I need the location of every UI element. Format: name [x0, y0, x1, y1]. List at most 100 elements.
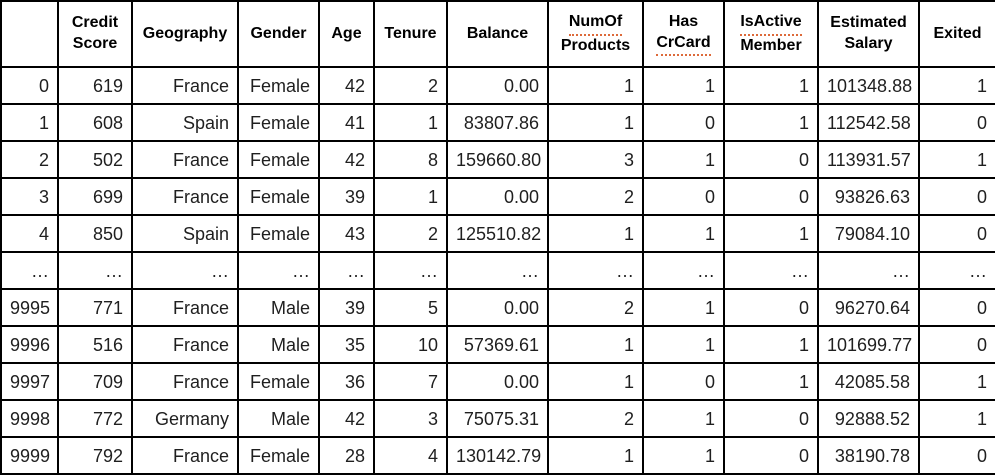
- cell-balance: 0.00: [446, 288, 549, 327]
- column-header-label: Score: [61, 34, 129, 55]
- cell-num-of-products: 1: [547, 214, 644, 253]
- row-index-cell: 3: [0, 177, 59, 216]
- row-index-cell: 0: [0, 66, 59, 105]
- cell-is-active-member: 1: [723, 214, 819, 253]
- header-text: Tenure: [384, 24, 437, 42]
- cell-tenure: 1: [373, 177, 448, 216]
- spellcheck-underline: NumOf: [568, 12, 623, 36]
- cell-gender: Male: [237, 288, 320, 327]
- cell-geography: …: [131, 251, 239, 290]
- cell-is-active-member: …: [723, 251, 819, 290]
- cell-num-of-products: 2: [547, 288, 644, 327]
- header-text: Balance: [466, 24, 529, 42]
- cell-has-cr-card: 1: [642, 214, 725, 253]
- row-index-cell: 9998: [0, 399, 59, 438]
- cell-has-cr-card: 0: [642, 362, 725, 401]
- cell-age: …: [318, 251, 375, 290]
- cell-age: 41: [318, 103, 375, 142]
- cell-geography: Spain: [131, 103, 239, 142]
- table-header: Credit Score Geography Gender Age Tenure Balan…: [0, 0, 995, 68]
- cell-has-cr-card: 1: [642, 288, 725, 327]
- column-header-label: Balance: [450, 24, 545, 45]
- cell-geography: France: [131, 362, 239, 401]
- row-index-cell: 1: [0, 103, 59, 142]
- cell-is-active-member: 0: [723, 288, 819, 327]
- cell-exited: 0: [918, 214, 995, 253]
- cell-age: 35: [318, 325, 375, 364]
- cell-credit-score: 619: [57, 66, 133, 105]
- cell-tenure: 5: [373, 288, 448, 327]
- cell-credit-score: 771: [57, 288, 133, 327]
- column-header-label: Credit: [61, 13, 129, 34]
- cell-tenure: 2: [373, 66, 448, 105]
- column-header-label: Gender: [241, 24, 316, 45]
- cell-has-cr-card: 1: [642, 325, 725, 364]
- cell-tenure: 1: [373, 103, 448, 142]
- cell-credit-score: 792: [57, 436, 133, 475]
- cell-age: 42: [318, 140, 375, 179]
- cell-balance: 57369.61: [446, 325, 549, 364]
- cell-credit-score: 516: [57, 325, 133, 364]
- cell-estimated-salary: 38190.78: [817, 436, 920, 475]
- cell-exited: …: [918, 251, 995, 290]
- header-text: Gender: [250, 24, 307, 42]
- row-index-cell: 2: [0, 140, 59, 179]
- cell-is-active-member: 1: [723, 66, 819, 105]
- cell-exited: 1: [918, 399, 995, 438]
- row-index-cell: 9996: [0, 325, 59, 364]
- cell-geography: France: [131, 436, 239, 475]
- cell-num-of-products: 3: [547, 140, 644, 179]
- cell-num-of-products: 2: [547, 399, 644, 438]
- spellcheck-underline: CrCard: [656, 33, 711, 57]
- table-row: ………………………………: [0, 251, 995, 290]
- cell-estimated-salary: 101348.88: [817, 66, 920, 105]
- cell-tenure: 7: [373, 362, 448, 401]
- cell-gender: Female: [237, 140, 320, 179]
- cell-geography: France: [131, 66, 239, 105]
- cell-has-cr-card: 1: [642, 140, 725, 179]
- header-text: Member: [740, 36, 802, 54]
- cell-gender: Male: [237, 325, 320, 364]
- cell-estimated-salary: 79084.10: [817, 214, 920, 253]
- header-text: Has: [668, 12, 699, 30]
- cell-balance: 0.00: [446, 66, 549, 105]
- cell-credit-score: 608: [57, 103, 133, 142]
- table-row: 9996 516 France Male 35 10 57369.61 1 1 1 101699.7…: [0, 325, 995, 364]
- header-text: Exited: [933, 24, 982, 42]
- header-text: Score: [72, 35, 118, 52]
- cell-balance: 159660.80: [446, 140, 549, 179]
- table-row: 9995 771 France Male 39 5 0.00 2 1 0 96270.64 0: [0, 288, 995, 327]
- row-index-cell: 9999: [0, 436, 59, 475]
- cell-tenure: 3: [373, 399, 448, 438]
- table-row: 3 699 France Female 39 1 0.00 2 0 0 93826.63 0: [0, 177, 995, 216]
- cell-is-active-member: 0: [723, 436, 819, 475]
- row-index-cell: 4: [0, 214, 59, 253]
- cell-credit-score: 699: [57, 177, 133, 216]
- column-header-label: Age: [322, 24, 371, 45]
- cell-is-active-member: 0: [723, 140, 819, 179]
- table-row: 4 850 Spain Female 43 2 125510.82 1 1 1 79084.10 0: [0, 214, 995, 253]
- column-header-tenure: Tenure: [373, 0, 448, 68]
- cell-geography: Germany: [131, 399, 239, 438]
- cell-tenure: 8: [373, 140, 448, 179]
- cell-is-active-member: 1: [723, 103, 819, 142]
- cell-credit-score: 502: [57, 140, 133, 179]
- cell-balance: …: [446, 251, 549, 290]
- column-header-label: NumOf: [551, 12, 640, 36]
- row-index-cell: 9995: [0, 288, 59, 327]
- header-text: Geography: [142, 24, 228, 42]
- cell-age: 43: [318, 214, 375, 253]
- cell-num-of-products: 1: [547, 325, 644, 364]
- cell-credit-score: 850: [57, 214, 133, 253]
- cell-gender: Female: [237, 177, 320, 216]
- cell-estimated-salary: 101699.77: [817, 325, 920, 364]
- cell-exited: 0: [918, 103, 995, 142]
- table-row: 9999 792 France Female 28 4 130142.79 1 1 0 38190.…: [0, 436, 995, 475]
- table-row: 9997 709 France Female 36 7 0.00 1 0 1 42085.58 1: [0, 362, 995, 401]
- cell-age: 39: [318, 288, 375, 327]
- cell-age: 39: [318, 177, 375, 216]
- column-header-label: Exited: [922, 24, 993, 45]
- cell-is-active-member: 0: [723, 399, 819, 438]
- column-header-estimated-salary: Estimated Salary: [817, 0, 920, 68]
